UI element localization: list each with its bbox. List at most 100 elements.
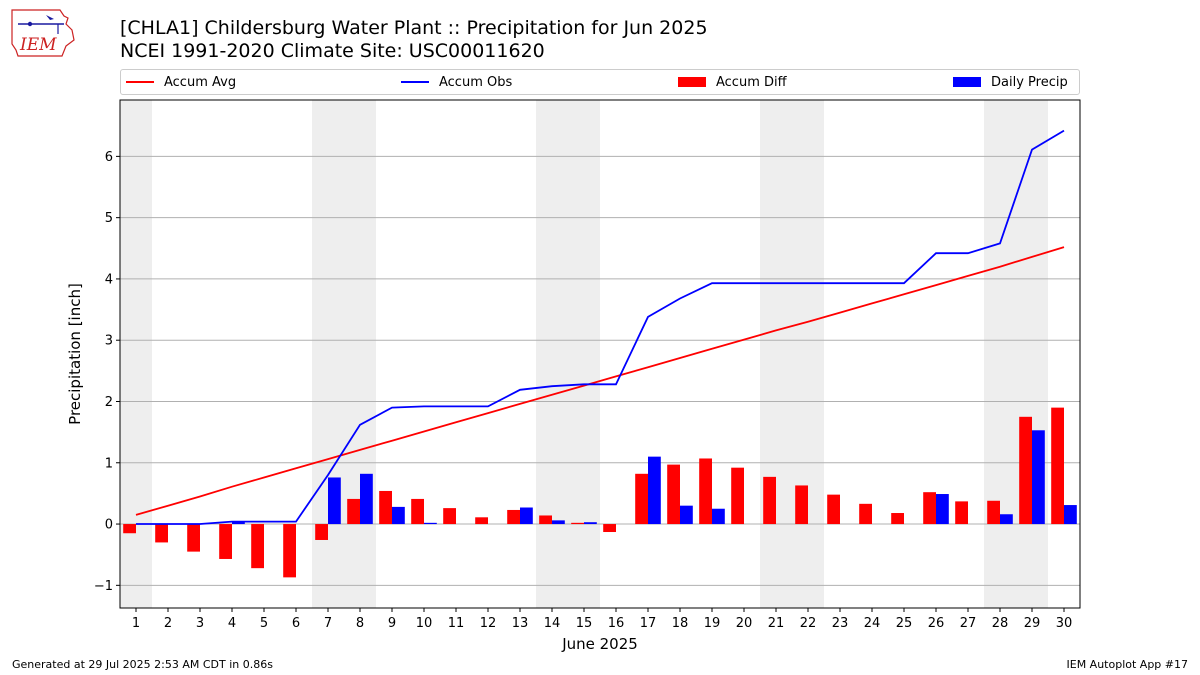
- accum-diff-bar: [443, 508, 456, 525]
- footer-generated: Generated at 29 Jul 2025 2:53 AM CDT in …: [12, 658, 273, 671]
- x-tick-label: 19: [704, 616, 721, 631]
- accum-diff-bar: [731, 467, 744, 525]
- legend-swatch-accum-obs: [401, 81, 429, 83]
- accum-diff-bar: [347, 498, 360, 525]
- accum-diff-bar: [667, 464, 680, 525]
- daily-precip-bar: [232, 521, 245, 525]
- y-tick-label: 3: [105, 334, 113, 349]
- accum-diff-bar: [187, 524, 200, 552]
- accum-diff-bar: [283, 524, 296, 578]
- x-tick-label: 6: [292, 616, 300, 631]
- weekend-band: [344, 100, 376, 608]
- x-tick-label: 29: [1024, 616, 1041, 631]
- daily-precip-bar: [392, 506, 405, 525]
- weekend-band: [984, 100, 1016, 608]
- x-tick-label: 24: [864, 616, 881, 631]
- accum-diff-bar: [923, 492, 936, 525]
- legend-item-accum-obs: Accum Obs: [401, 70, 512, 94]
- accum-diff-bar: [571, 522, 584, 525]
- x-tick-label: 3: [196, 616, 204, 631]
- x-tick-label: 17: [640, 616, 657, 631]
- logo-text: IEM: [19, 35, 57, 55]
- daily-precip-bar: [1064, 505, 1077, 525]
- x-tick-label: 15: [576, 616, 593, 631]
- x-tick-label: 11: [448, 616, 465, 631]
- accum-diff-bar: [251, 524, 264, 569]
- accum-diff-bar: [507, 509, 520, 525]
- x-tick-label: 30: [1056, 616, 1073, 631]
- x-tick-label: 1: [132, 616, 140, 631]
- x-tick-label: 12: [480, 616, 497, 631]
- y-tick-label: 2: [105, 395, 113, 410]
- x-tick-label: 26: [928, 616, 945, 631]
- daily-precip-bar: [712, 508, 725, 525]
- accum-diff-bar: [859, 503, 872, 525]
- accum-diff-bar: [827, 494, 840, 525]
- accum-diff-bar: [379, 490, 392, 525]
- legend-item-accum-diff: Accum Diff: [678, 70, 787, 94]
- x-tick-label: 21: [768, 616, 785, 631]
- y-tick-label: −1: [94, 579, 113, 594]
- x-tick-label: 7: [324, 616, 332, 631]
- daily-precip-bar: [584, 522, 597, 525]
- legend-item-accum-avg: Accum Avg: [126, 70, 236, 94]
- x-axis-label: June 2025: [561, 635, 638, 653]
- daily-precip-bar: [328, 477, 341, 525]
- legend-swatch-accum-diff: [678, 77, 706, 87]
- accum-diff-bar: [155, 524, 168, 543]
- accum-diff-bar: [475, 517, 488, 525]
- legend-swatch-daily-precip: [953, 77, 981, 87]
- legend-label-accum-avg: Accum Avg: [164, 74, 237, 90]
- x-tick-label: 28: [992, 616, 1009, 631]
- x-tick-label: 13: [512, 616, 529, 631]
- footer-app: IEM Autoplot App #17: [1066, 658, 1189, 671]
- accum-avg-line: [135, 246, 1065, 516]
- weekend-band: [760, 100, 792, 608]
- daily-precip-bar: [936, 494, 949, 525]
- accum-diff-bar: [763, 476, 776, 525]
- x-tick-label: 23: [832, 616, 849, 631]
- daily-precip-bar: [680, 505, 693, 525]
- daily-precip-bar: [648, 456, 661, 525]
- legend: Accum Avg Accum Obs Accum Diff Daily Pre…: [120, 69, 1080, 95]
- accum-diff-bar: [123, 524, 136, 534]
- x-tick-label: 9: [388, 616, 396, 631]
- x-tick-label: 20: [736, 616, 753, 631]
- accum-diff-bar: [635, 473, 648, 525]
- accum-diff-bar: [603, 524, 616, 533]
- accum-diff-bar: [795, 485, 808, 525]
- x-tick-label: 25: [896, 616, 913, 631]
- weekend-band: [536, 100, 568, 608]
- y-tick-label: 6: [105, 150, 113, 165]
- legend-swatch-accum-avg: [126, 81, 154, 83]
- legend-label-accum-obs: Accum Obs: [439, 74, 513, 90]
- chart-subtitle: NCEI 1991-2020 Climate Site: USC00011620: [120, 40, 545, 62]
- accum-diff-bar: [219, 524, 232, 559]
- iem-logo: IEM: [11, 9, 75, 57]
- y-tick-label: 0: [105, 518, 113, 533]
- x-tick-label: 2: [164, 616, 172, 631]
- x-tick-label: 10: [416, 616, 433, 631]
- plot-frame: [119, 99, 1081, 609]
- chart-title: [CHLA1] Childersburg Water Plant :: Prec…: [120, 17, 708, 39]
- daily-precip-bar: [552, 520, 565, 525]
- x-tick-label: 27: [960, 616, 977, 631]
- weekend-band: [792, 100, 824, 608]
- x-tick-label: 8: [356, 616, 364, 631]
- accum-diff-bar: [1051, 407, 1064, 525]
- daily-precip-bar: [520, 507, 533, 525]
- y-tick-label: 5: [105, 211, 113, 226]
- accum-diff-bar: [955, 501, 968, 525]
- x-tick-label: 16: [608, 616, 625, 631]
- accum-diff-bar: [539, 515, 552, 525]
- accum-diff-bar: [315, 524, 328, 540]
- accum-diff-bar: [987, 500, 1000, 525]
- accum-diff-bar: [1019, 416, 1032, 525]
- accum-diff-bar: [699, 458, 712, 525]
- weekend-band: [1016, 100, 1048, 608]
- daily-precip-bar: [1032, 430, 1045, 525]
- daily-precip-bar: [360, 473, 373, 525]
- x-tick-label: 14: [544, 616, 561, 631]
- legend-label-daily-precip: Daily Precip: [991, 74, 1068, 90]
